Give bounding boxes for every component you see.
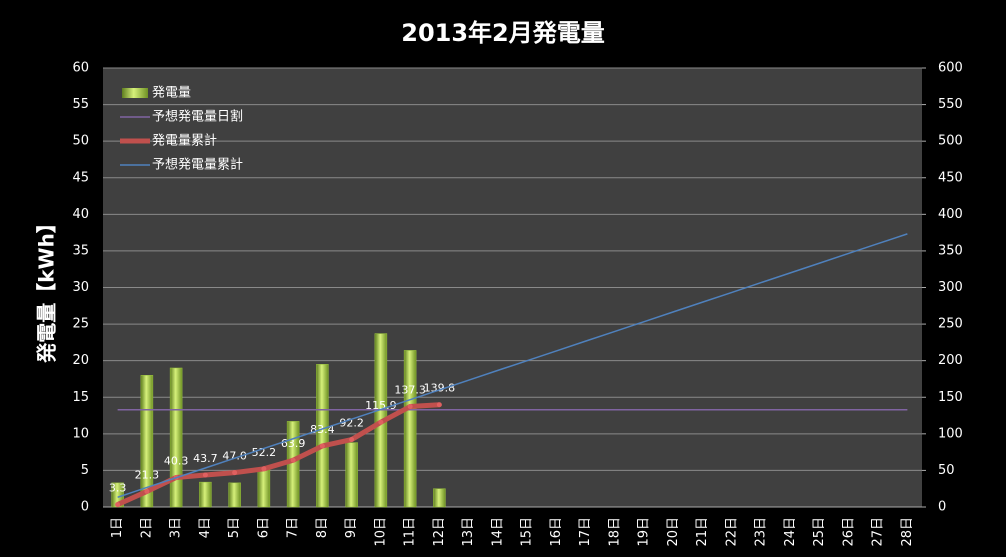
x-tick-label: 2日: [139, 517, 154, 538]
x-tick-label: 22日: [724, 517, 739, 547]
x-tick-label: 28日: [900, 517, 915, 547]
data-label: 21.3: [135, 468, 160, 481]
y-tick-label: 45: [72, 170, 89, 185]
data-label: 92.2: [339, 417, 364, 430]
y-tick-label: 60: [72, 61, 89, 76]
y-tick-label: 20: [72, 353, 89, 368]
point: [232, 470, 238, 476]
y2-tick-label: 150: [938, 390, 963, 405]
x-tick-label: 12日: [432, 517, 447, 547]
bar: [316, 364, 329, 508]
bar: [403, 350, 417, 508]
bar: [199, 481, 212, 508]
point: [115, 502, 121, 508]
data-label: 139.8: [424, 382, 456, 395]
data-label: 3.3: [109, 482, 127, 495]
y2-tick-label: 600: [938, 61, 963, 76]
chart-title: 2013年2月発電量: [401, 19, 605, 47]
legend-swatch: [122, 88, 148, 98]
y-tick-label: 50: [72, 134, 89, 149]
point: [349, 437, 355, 443]
legend-label: 予想発電量累計: [152, 157, 243, 173]
y-tick-label: 40: [72, 207, 89, 222]
y2-tick-label: 400: [938, 207, 963, 222]
x-tick-label: 23日: [754, 517, 769, 547]
bar: [433, 488, 446, 508]
y2-tick-label: 200: [938, 353, 963, 368]
x-tick-label: 3日: [169, 517, 184, 538]
y2-tick-label: 50: [938, 463, 955, 478]
bar: [169, 367, 183, 508]
y-tick-label: 0: [81, 500, 89, 515]
x-tick-label: 7日: [286, 517, 301, 538]
data-label: 115.9: [365, 399, 397, 412]
x-tick-label: 4日: [198, 517, 213, 538]
data-label: 137.3: [394, 384, 426, 397]
y2-tick-label: 300: [938, 280, 963, 295]
y2-tick-label: 100: [938, 426, 963, 441]
point: [407, 404, 413, 410]
y2-tick-label: 500: [938, 134, 963, 149]
x-tick-label: 27日: [871, 517, 886, 547]
y2-tick-label: 350: [938, 243, 963, 258]
legend-label: 発電量累計: [152, 133, 217, 149]
data-label: 52.2: [252, 446, 277, 459]
x-tick-label: 13日: [461, 517, 476, 547]
x-tick-label: 17日: [578, 517, 593, 547]
bar: [286, 421, 300, 508]
bar: [345, 442, 358, 508]
point: [202, 472, 208, 478]
y-tick-label: 15: [72, 390, 89, 405]
x-tick-label: 24日: [783, 517, 798, 547]
x-tick-label: 14日: [490, 517, 505, 547]
point: [378, 419, 384, 425]
x-tick-label: 25日: [812, 517, 827, 547]
legend-label: 予想発電量日割: [152, 109, 243, 125]
x-tick-label: 10日: [373, 517, 388, 547]
bar: [257, 468, 271, 508]
y-tick-label: 35: [72, 243, 89, 258]
x-tick-label: 18日: [607, 517, 622, 547]
x-tick-label: 6日: [256, 517, 271, 538]
y-tick-label: 25: [72, 317, 89, 332]
y-tick-label: 30: [72, 280, 89, 295]
point: [319, 443, 325, 449]
x-tick-label: 8日: [315, 517, 330, 538]
bar: [140, 375, 154, 508]
y2-tick-label: 0: [938, 500, 946, 515]
bar: [228, 482, 241, 508]
y2-tick-label: 450: [938, 170, 963, 185]
x-tick-label: 15日: [520, 517, 535, 547]
y-axis-label: 発電量【kWh】: [35, 213, 59, 364]
x-tick-label: 16日: [549, 517, 564, 547]
x-tick-label: 1日: [110, 517, 125, 538]
x-tick-label: 21日: [695, 517, 710, 547]
legend-label: 発電量: [152, 86, 191, 101]
data-label: 47.0: [222, 450, 247, 463]
y2-tick-label: 250: [938, 317, 963, 332]
x-tick-label: 5日: [227, 517, 242, 538]
data-label: 43.7: [193, 452, 218, 465]
point: [144, 488, 150, 494]
line: [117, 233, 908, 498]
x-tick-label: 20日: [666, 517, 681, 547]
x-tick-label: 11日: [403, 517, 418, 547]
x-tick-label: 19日: [637, 517, 652, 547]
data-label: 40.3: [164, 455, 189, 468]
point: [436, 402, 442, 408]
y-tick-label: 5: [81, 463, 89, 478]
y2-tick-label: 550: [938, 97, 963, 112]
x-tick-label: 9日: [344, 517, 359, 538]
point: [261, 466, 267, 472]
y-tick-label: 55: [72, 97, 89, 112]
y-tick-label: 10: [72, 426, 89, 441]
x-tick-label: 26日: [841, 517, 856, 547]
point: [290, 457, 296, 463]
